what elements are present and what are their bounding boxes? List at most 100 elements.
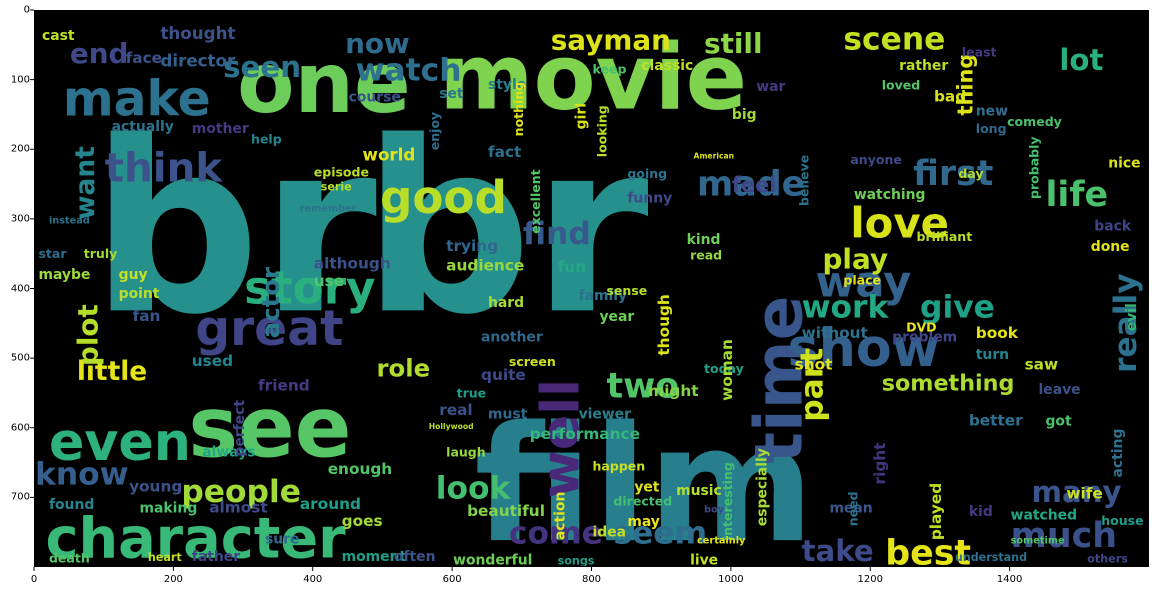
cloud-word: movie: [439, 25, 747, 130]
cloud-word: excellent: [528, 169, 543, 233]
cloud-word: guy: [119, 267, 148, 283]
cloud-word: watching: [854, 187, 926, 203]
cloud-word: little: [77, 356, 147, 387]
cloud-word: got: [1045, 413, 1072, 429]
cloud-word: character: [45, 507, 346, 567]
cloud-word: really: [1108, 273, 1144, 373]
cloud-word: brilliant: [917, 229, 973, 244]
cloud-word: book: [976, 324, 1019, 342]
cloud-word: hard: [488, 295, 524, 311]
cloud-word: sayman: [551, 23, 671, 56]
x-tick-label: 1000: [718, 574, 744, 585]
cloud-word: keep: [593, 62, 627, 77]
cloud-word: come: [509, 516, 603, 552]
cloud-word: now: [345, 27, 410, 60]
cloud-word: girl: [574, 103, 590, 129]
cloud-word: remember: [300, 204, 357, 215]
x-tick-label: 200: [163, 574, 183, 585]
cloud-word: friend: [258, 376, 310, 394]
cloud-word: probably: [1027, 136, 1042, 199]
cloud-word: br: [91, 90, 377, 366]
cloud-word: kid: [969, 504, 993, 520]
cloud-word: seem: [613, 516, 707, 552]
cloud-word: fan: [133, 307, 161, 325]
cloud-word: look: [436, 470, 512, 506]
cloud-word: see: [188, 379, 351, 477]
cloud-word: enjoy: [427, 112, 442, 150]
cloud-word: understand: [955, 551, 1027, 564]
cloud-word: DVD: [906, 319, 936, 334]
cloud-word: many: [1032, 475, 1122, 509]
cloud-word: life: [1045, 175, 1108, 215]
cloud-word: leave: [1039, 382, 1081, 398]
cloud-word: enough: [328, 460, 393, 478]
cloud-word: live: [690, 553, 718, 567]
cloud-word: acting: [1110, 429, 1126, 478]
cloud-word: fun: [558, 258, 586, 276]
cloud-word: star: [38, 246, 67, 261]
cloud-word: lot: [1059, 43, 1103, 77]
cloud-word: year: [599, 309, 634, 325]
cloud-word: rather: [899, 58, 948, 74]
cloud-word: wife: [1066, 484, 1102, 502]
y-tick-label: 0: [23, 4, 30, 16]
cloud-word: might: [648, 382, 698, 400]
cloud-word: always: [202, 445, 255, 461]
cloud-word: mean: [829, 500, 872, 516]
cloud-word: songs: [558, 555, 595, 567]
y-tick-label: 400: [10, 283, 30, 294]
cloud-word: heart: [148, 551, 182, 564]
cloud-word: seen: [223, 50, 301, 84]
cloud-word: best: [885, 534, 971, 567]
cloud-word: may: [627, 514, 660, 530]
cloud-word: comedy: [1007, 114, 1062, 129]
cloud-word: still: [704, 27, 763, 60]
cloud-word: yet: [634, 479, 659, 495]
cloud-word: loved: [882, 78, 921, 93]
cloud-word: set: [439, 86, 464, 102]
cloud-word: episode: [314, 165, 369, 180]
cloud-word: war: [756, 79, 785, 95]
x-tick-label: 0: [30, 574, 38, 585]
cloud-word: although: [314, 255, 391, 273]
cloud-word: truly: [84, 246, 118, 261]
cloud-word: style: [488, 77, 526, 93]
cloud-word: quite: [481, 366, 526, 384]
cloud-word: believe: [797, 155, 812, 206]
cloud-word: going: [627, 166, 667, 181]
cloud-word: love: [850, 198, 949, 247]
cloud-word: used: [192, 352, 233, 370]
cloud-word: thing: [953, 54, 977, 116]
cloud-word: saw: [1025, 356, 1059, 374]
cloud-word: want: [70, 146, 101, 220]
cloud-word: good: [380, 171, 507, 224]
cloud-word: real: [439, 401, 472, 419]
cloud-word: place: [843, 273, 881, 288]
cloud-word: maybe: [38, 267, 90, 283]
cloud-word: world: [363, 145, 416, 165]
cloud-word: anyone: [850, 152, 902, 167]
cloud-word: screen: [509, 354, 556, 369]
cloud-word: beautiful: [467, 502, 545, 520]
cloud-word: take: [802, 534, 874, 567]
cloud-word: action: [553, 492, 569, 541]
cloud-word: watched: [1011, 507, 1077, 523]
cloud-word: feel: [732, 173, 777, 197]
y-tick-label: 200: [10, 143, 30, 155]
cloud-word: sense: [606, 283, 647, 298]
cloud-word: turn: [976, 347, 1009, 363]
cloud-word: perfect: [232, 400, 248, 457]
cloud-word: bad: [934, 88, 966, 106]
cloud-word: story: [244, 261, 375, 314]
cloud-word: serie: [321, 181, 352, 194]
cloud-word: directed: [613, 493, 672, 508]
cloud-word: mother: [192, 121, 249, 137]
cloud-word: today: [704, 361, 744, 376]
cloud-word: often: [394, 549, 436, 565]
cloud-word: cast: [42, 28, 75, 44]
cloud-word: thought: [160, 23, 235, 43]
cloud-word: think: [105, 145, 224, 192]
cloud-word: right: [871, 442, 889, 484]
cloud-word: long: [976, 121, 1007, 136]
cloud-word: even: [49, 413, 191, 473]
